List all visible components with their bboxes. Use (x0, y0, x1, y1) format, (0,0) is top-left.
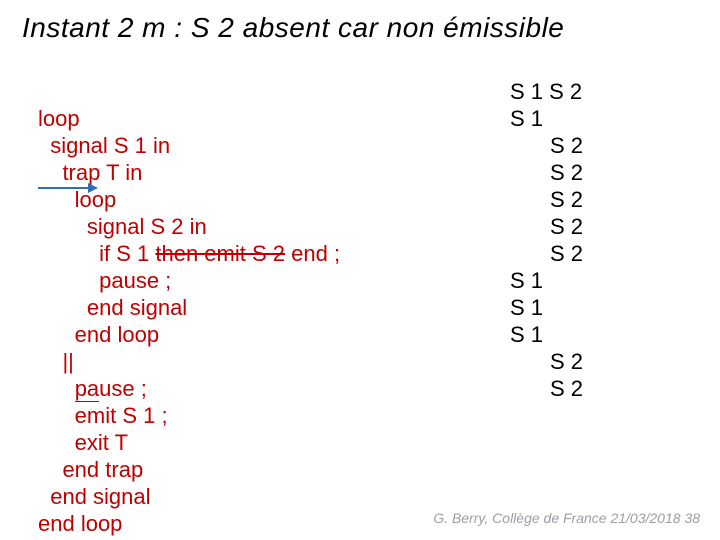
sig-row: S 1 (510, 105, 583, 132)
code-line: end signal (38, 484, 151, 509)
code-line: end signal (38, 295, 187, 320)
sig-row: S 2 (510, 132, 583, 159)
sig-row: S 2 (510, 375, 583, 402)
sig-row: S 2 (510, 186, 583, 213)
code-line: end trap (38, 457, 143, 482)
code-line: signal S 2 in (38, 214, 207, 239)
code-line: end loop (38, 322, 159, 347)
code-line: trap T in (38, 160, 142, 185)
sig-row: S 2 (510, 159, 583, 186)
slide-title: Instant 2 m : S 2 absent car non émissib… (22, 12, 564, 44)
code-line: pause ; (38, 268, 171, 293)
footer-credit: G. Berry, Collège de France 21/03/2018 3… (433, 510, 700, 526)
code-block: loop signal S 1 in trap T in loop signal… (38, 78, 340, 537)
sig-row: S 1 (510, 294, 583, 321)
code-line: loop (38, 187, 116, 212)
code-line: || (38, 349, 74, 374)
underlined-pa: pa (75, 376, 99, 402)
code-line: exit T (38, 430, 128, 455)
code-line: emit S 1 ; (38, 403, 168, 428)
strikethrough-text: then emit S 2 (155, 241, 285, 266)
code-line: signal S 1 in (38, 133, 170, 158)
sig-row: S 2 (510, 348, 583, 375)
code-line: pause ; (38, 376, 147, 402)
sig-row: S 2 (510, 213, 583, 240)
signal-column: S 1 S 2 S 1 S 2 S 2 S 2 S 2 S 2 S 1 S 1 … (510, 78, 583, 402)
sig-row: S 1 S 2 (510, 78, 583, 105)
code-line: end loop (38, 511, 122, 536)
sig-row: S 1 (510, 267, 583, 294)
code-line: if S 1 then emit S 2 end ; (38, 241, 340, 266)
code-line: loop (38, 106, 80, 131)
sig-row: S 2 (510, 240, 583, 267)
sig-row: S 1 (510, 321, 583, 348)
